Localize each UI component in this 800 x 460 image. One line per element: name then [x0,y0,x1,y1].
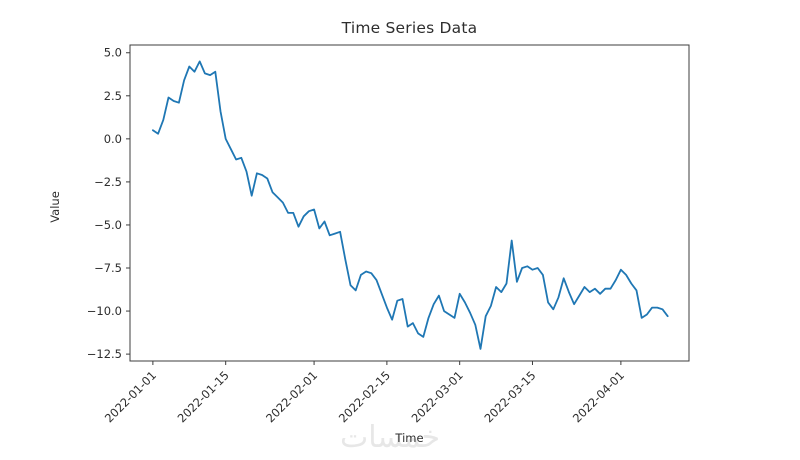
time-series-line [151,60,669,350]
x-tick-label: 2022-03-01 [409,368,466,425]
x-tick-label: 2022-01-15 [175,368,232,425]
y-tick-label: −7.5 [94,261,122,275]
y-tick-label: −12.5 [87,347,122,361]
watermark-text: خمسات [339,420,441,455]
x-axis-label: Time [395,431,424,445]
x-tick-label: 2022-02-01 [263,368,320,425]
x-tick-label: 2022-02-15 [336,368,393,425]
x-tick-label: 2022-01-01 [102,368,159,425]
y-tick-label: −5.0 [94,218,122,232]
y-tick-label: −2.5 [94,175,122,189]
x-tick-label: 2022-04-01 [570,368,627,425]
x-tick-label: 2022-03-15 [481,368,538,425]
y-tick-label: 5.0 [104,46,122,60]
y-tick-label: 2.5 [104,89,122,103]
y-tick-label: 0.0 [104,132,122,146]
axes-frame [129,44,690,362]
y-tick-label: −10.0 [87,304,122,318]
chart-title: Time Series Data [341,19,478,37]
